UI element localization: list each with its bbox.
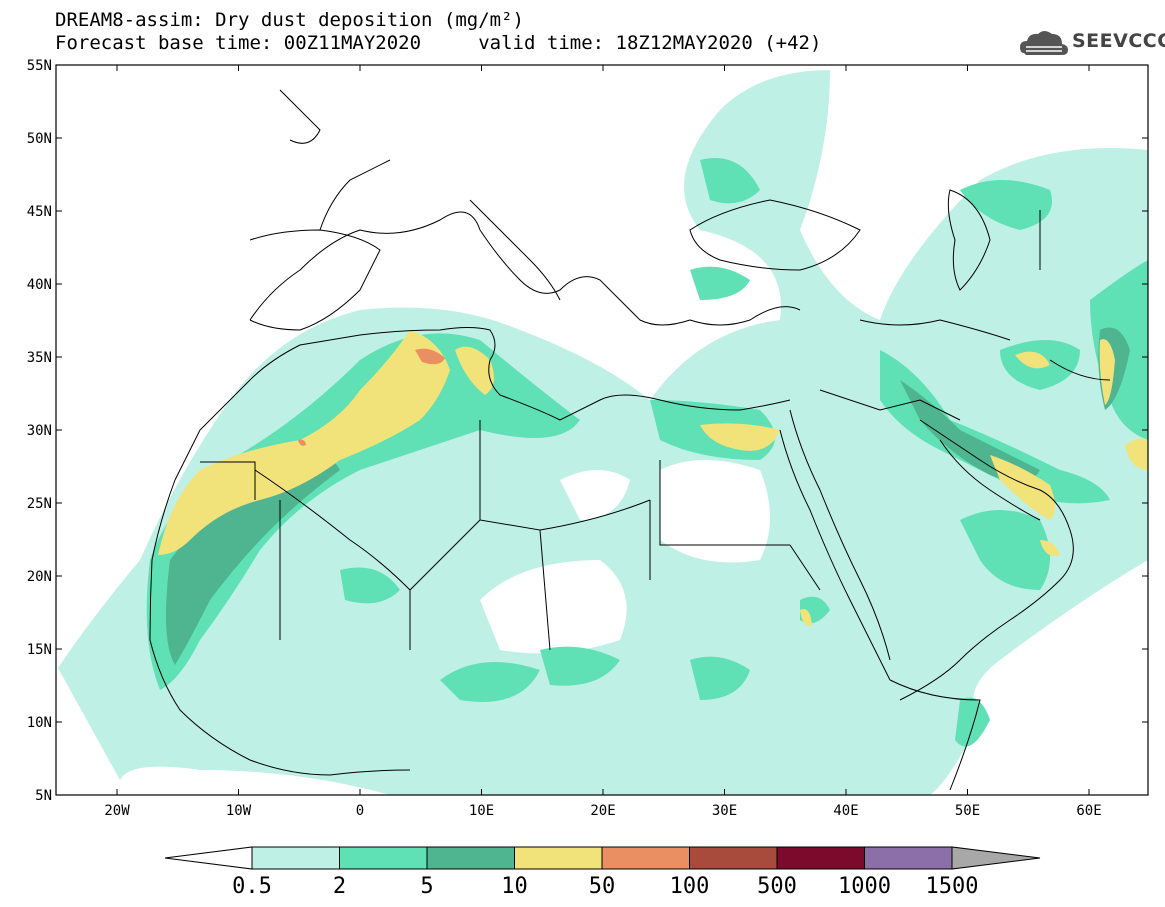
- lat-tick-label: 35N: [27, 350, 52, 366]
- colorbar-segment: [339, 846, 428, 870]
- lat-tick-label: 15N: [27, 642, 52, 658]
- lat-tick-label: 25N: [27, 496, 52, 512]
- lat-tick-label: 10N: [27, 715, 52, 731]
- colorbar-segment: [251, 846, 340, 870]
- lon-tick-label: 20W: [104, 803, 130, 819]
- colorbar-segment: [689, 846, 778, 870]
- colorbar-segment: [426, 846, 515, 870]
- lat-tick-label: 55N: [27, 58, 52, 74]
- lat-tick-label: 50N: [27, 131, 52, 147]
- dust-clear-area: [480, 460, 770, 654]
- lon-tick-label: 40E: [833, 803, 858, 819]
- colorbar-label: 100: [670, 874, 710, 899]
- lat-tick-label: 20N: [27, 569, 52, 585]
- colorbar-label: 5: [420, 874, 433, 899]
- map-title: DREAM8-assim: Dry dust deposition (mg/m²…: [55, 9, 524, 31]
- lon-tick-label: 10W: [226, 803, 252, 819]
- colorbar-segment: [514, 846, 603, 870]
- lat-tick-label: 45N: [27, 204, 52, 220]
- colorbar-segment: [776, 846, 865, 870]
- lon-tick-label: 60E: [1076, 803, 1101, 819]
- dust-area-very-high: [158, 330, 1148, 626]
- colorbar-label: 10: [501, 874, 528, 899]
- colorbar-overflow: [951, 846, 1041, 870]
- dust-area-extreme: [298, 348, 445, 446]
- colorbar-label: 0.5: [232, 874, 272, 899]
- colorbar-label: 1500: [926, 874, 979, 899]
- lon-tick-label: 20E: [590, 803, 615, 819]
- lon-tick-label: 50E: [955, 803, 980, 819]
- lat-tick-label: 30N: [27, 423, 52, 439]
- lon-tick-label: 0: [356, 803, 364, 819]
- coastlines: [149, 89, 1111, 791]
- colorbar-label: 1000: [838, 874, 891, 899]
- lat-tick-label: 40N: [27, 277, 52, 293]
- colorbar-label: 2: [333, 874, 346, 899]
- colorbar-segment: [601, 846, 690, 870]
- colorbar-underflow: [164, 846, 253, 870]
- forecast-times: Forecast base time: 00Z11MAY2020 valid t…: [55, 32, 822, 54]
- colorbar-label: 500: [757, 874, 797, 899]
- lon-tick-label: 30E: [712, 803, 737, 819]
- colorbar: 0.5 2 5 10 50 100 500 1000 1500: [164, 846, 1041, 899]
- lat-tick-label: 5N: [35, 788, 52, 804]
- cloud-icon: [1020, 31, 1068, 55]
- longitude-axis: 20W 10W 0 10E 20E 30E 40E 50E 60E: [104, 65, 1102, 819]
- colorbar-segment: [864, 846, 953, 870]
- colorbar-label: 50: [589, 874, 616, 899]
- latitude-axis: 55N 50N 45N 40N 35N 30N 25N 20N 15N 10N 5N: [27, 58, 1148, 804]
- logo-text: SEEVCCC: [1072, 30, 1165, 52]
- lon-tick-label: 10E: [469, 803, 494, 819]
